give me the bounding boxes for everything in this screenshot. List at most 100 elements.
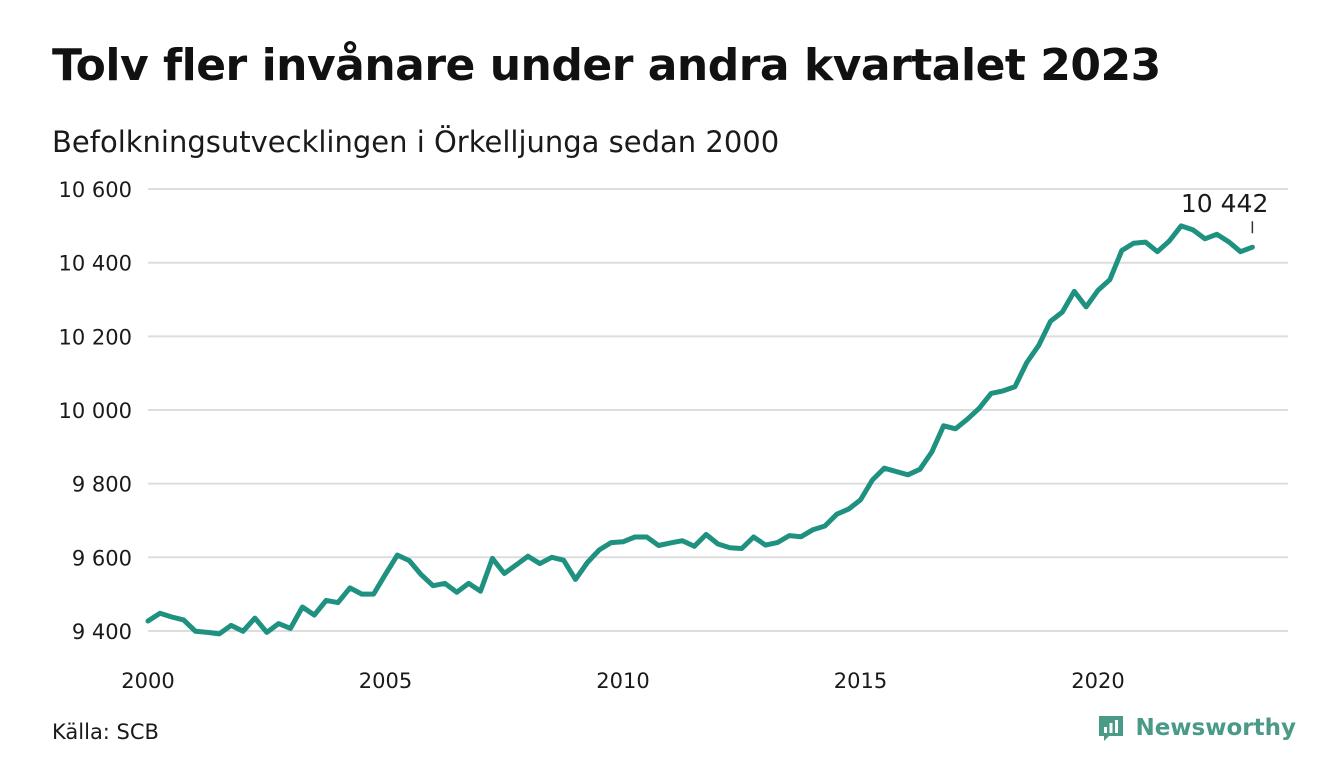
data-point [146,619,151,624]
data-point [1202,236,1207,241]
data-point [716,542,721,547]
data-point [739,546,744,551]
y-tick-label: 10 600 [59,178,132,202]
data-point [811,527,816,532]
gridlines [148,188,1288,632]
data-point [727,545,732,550]
data-point [300,605,305,610]
data-point [1119,248,1124,253]
data-point [1214,232,1219,237]
data-point [644,535,649,540]
data-point [1096,288,1101,293]
data-point [680,538,685,543]
data-point [347,585,352,590]
data-point [1191,227,1196,232]
y-tick-label: 9 600 [72,546,132,570]
x-tick-label: 2015 [834,669,887,693]
data-point [359,592,364,597]
data-point [597,547,602,552]
data-point [799,534,804,539]
data-point [929,449,934,454]
data-point [549,555,554,560]
data-point [621,539,626,544]
data-point [193,629,198,634]
data-point [407,558,412,563]
data-point [241,629,246,634]
data-point [692,544,697,549]
data-point [906,472,911,477]
data-point [157,611,162,616]
data-point [609,540,614,545]
data-point [941,423,946,428]
brand-name: Newsworthy [1135,715,1296,741]
data-point [526,554,531,559]
data-point [371,592,376,597]
data-point [312,613,317,618]
data-point [858,497,863,502]
newsworthy-logo-icon [1099,716,1124,741]
data-point [751,535,756,540]
y-axis-labels: 9 400 9 600 9 800 10 000 10 200 10 400 10 600 [59,178,132,644]
data-point [383,572,388,577]
data-point [1167,238,1172,243]
data-point [1107,277,1112,282]
data-point [490,556,495,561]
data-point [989,391,994,396]
chart-subtitle: Befolkningsutvecklingen i Örkelljunga se… [52,125,780,159]
data-point [656,543,661,548]
y-tick-label: 9 800 [72,473,132,497]
data-point [514,563,519,568]
data-point [775,540,780,545]
data-point [965,417,970,422]
data-point [1036,343,1041,348]
data-point [668,540,673,545]
data-point [977,406,982,411]
data-point [917,467,922,472]
data-point [276,621,281,626]
data-point [1001,388,1006,393]
data-point [229,623,234,628]
data-point [822,524,827,529]
data-point [1155,249,1160,254]
data-point [585,560,590,565]
data-point [787,533,792,538]
y-tick-label: 10 400 [59,252,132,276]
data-point [1131,241,1136,246]
data-point [1012,384,1017,389]
data-point [953,426,958,431]
data-point [882,466,887,471]
data-point [478,589,483,594]
x-tick-label: 2020 [1071,669,1124,693]
data-point [181,617,186,622]
data-point [466,581,471,586]
x-tick-label: 2010 [596,669,649,693]
data-point [870,477,875,482]
source-note: Källa: SCB [52,720,159,744]
data-point [264,630,269,635]
data-point [431,583,436,588]
data-point [288,626,293,631]
data-point [336,600,341,605]
data-point [454,590,459,595]
y-tick-label: 10 000 [59,399,132,423]
data-point [1084,304,1089,309]
data-point [324,598,329,603]
data-point [1060,310,1065,315]
data-point [894,469,899,474]
data-point [1238,249,1243,254]
data-point [169,614,174,619]
x-tick-label: 2000 [121,669,174,693]
brand-logo[interactable]: Newsworthy [1097,714,1296,742]
data-point [1048,319,1053,324]
data-point [704,532,709,537]
data-point [1024,360,1029,365]
y-tick-label: 9 400 [72,620,132,644]
data-point [395,553,400,558]
data-point [632,535,637,540]
data-point [763,543,768,548]
data-point [419,572,424,577]
data-point [502,571,507,576]
data-point [537,561,542,566]
data-point [252,616,257,621]
data-point [573,577,578,582]
